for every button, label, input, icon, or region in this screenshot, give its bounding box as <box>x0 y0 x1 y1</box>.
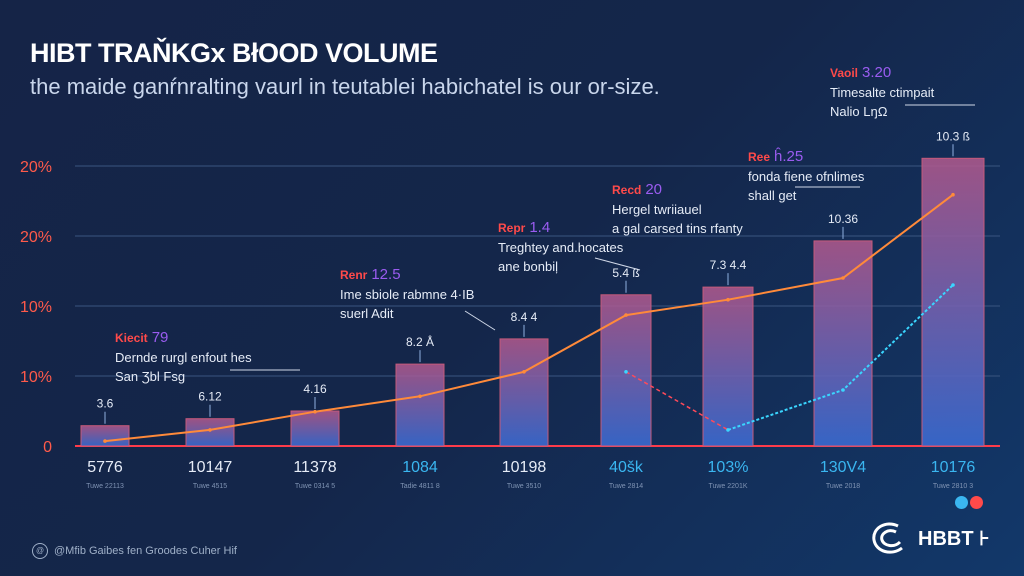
annotation-text: San Ʒbl Fsg <box>115 369 186 384</box>
bar <box>702 286 754 447</box>
annotation-value: 20 <box>645 181 663 198</box>
bar-value-label: 8.4 4 <box>511 310 538 324</box>
chart-subtitle: the maide ganŕnralting vaurl in teutable… <box>30 74 660 99</box>
x-tick-label: 40šk <box>609 459 644 476</box>
y-tick-label: 20% <box>20 229 52 246</box>
bar <box>499 338 549 447</box>
x-tick-label: 1084 <box>402 459 438 476</box>
annotation-value: 79 <box>151 329 169 346</box>
annotation-text: Nalio LŋΩ <box>830 104 888 119</box>
bar-value-label: 5.4 ß <box>612 266 639 280</box>
annotation-text: Treghtey and.hocates <box>498 240 624 255</box>
series-point <box>313 409 317 414</box>
x-tick-sublabel: Tuwe 2018 <box>826 483 860 490</box>
annotation: Kiecit 79 Dernde rurgl enfout hes San Ʒbl F… <box>115 328 252 386</box>
x-tick-label: 130V4 <box>820 459 866 476</box>
annotation-text: suerl Adit <box>340 306 394 321</box>
x-tick-sublabel: Tuwe 2810 3 <box>933 483 973 490</box>
bar-value-label: 4.16 <box>303 382 327 396</box>
annotation-text: Hergel twriiauel <box>612 202 702 217</box>
annotation-text: fonda fiene ofnlimes <box>748 169 865 184</box>
annotation-key: Ree <box>748 150 771 164</box>
x-tick-sublabel: Tuwe 2201K <box>708 483 747 490</box>
bar-value-label: 3.6 <box>97 397 114 411</box>
annotation-text: shall get <box>748 188 797 203</box>
annotation: Recd 20 Hergel twriiauel a gal carsed tins … <box>612 180 743 238</box>
x-tick-sublabel: Tuwe 2814 <box>609 483 643 490</box>
series-point <box>841 388 845 392</box>
x-tick-sublabel: Tuwe 0314 5 <box>295 483 335 490</box>
x-tick-sublabel: Tuwe 4515 <box>193 483 227 490</box>
bar-value-label: 7.3 4.4 <box>710 258 747 272</box>
bar <box>395 363 445 447</box>
x-tick-sublabel: Tadie 4811 8 <box>400 483 440 490</box>
x-tick-label: 103% <box>708 459 749 476</box>
copyright-icon: @ <box>32 543 48 559</box>
bar <box>921 157 985 447</box>
x-tick-label: 10176 <box>931 459 976 476</box>
series-point <box>726 297 730 302</box>
annotation-text: Ime sbiole rabmne 4·IB <box>340 287 475 302</box>
annotation-leader-line <box>464 310 496 331</box>
annotation: Repr 1.4 Treghtey and.hocates ane bonbiļ <box>498 218 623 276</box>
series-point <box>624 313 628 317</box>
annotation-value: 3.20 <box>862 64 892 81</box>
footer: @ @Mfib Gaibes fen Groodes Cuher Hif <box>32 543 237 559</box>
legend-dot-red <box>970 496 983 509</box>
y-tick-label: 10% <box>20 369 52 386</box>
x-tick-label: 11378 <box>293 459 336 476</box>
logo-text: HBBT ⊦ <box>918 527 990 550</box>
annotation-text: ane bonbiļ <box>498 259 558 274</box>
logo-icon <box>872 522 903 554</box>
series-point <box>624 370 628 374</box>
series-point <box>841 276 845 280</box>
annotation-key: Vaoil <box>830 66 859 80</box>
annotation-text: Timesalte ctimpait <box>830 85 935 100</box>
annotation-leader-line <box>594 257 641 271</box>
legend-dot-blue <box>955 496 968 509</box>
bar <box>813 240 873 447</box>
series-point <box>726 428 730 432</box>
bar <box>80 425 130 447</box>
bar-value-label: 8.2 Å <box>406 334 434 349</box>
x-tick-label: 10198 <box>502 459 547 476</box>
annotation-key: Kiecit <box>115 331 148 345</box>
legend-dots <box>955 496 983 509</box>
annotation: Renr 12.5 Ime sbiole rabmne 4·IB suerl Adit <box>340 265 474 323</box>
x-tick-sublabel: Tuwe 3510 <box>507 483 541 490</box>
annotation-key: Renr <box>340 268 368 282</box>
series-point <box>951 283 955 287</box>
y-tick-label: 0 <box>43 439 52 456</box>
series-point <box>522 370 526 374</box>
bar <box>290 410 340 447</box>
series-point <box>418 394 422 399</box>
series-point <box>208 428 212 432</box>
annotation-text: a gal carsed tins rfanty <box>612 221 743 236</box>
series-point <box>951 192 955 197</box>
annotation: Ree ĥ.25 fonda fiene ofnlimes shall get <box>748 147 864 205</box>
logo: HBBT ⊦ <box>868 520 990 556</box>
annotation-value: 1.4 <box>529 219 551 236</box>
annotation-value: ĥ.25 <box>774 148 804 165</box>
annotation: Vaoil 3.20 Timesalte ctimpait Nalio LŋΩ <box>830 63 934 121</box>
series-point <box>103 439 107 443</box>
annotation-value: 12.5 <box>371 266 401 283</box>
annotation-key: Recd <box>612 183 642 197</box>
bar-value-label: 6.12 <box>198 390 222 404</box>
bar-value-label: 10.3 ß <box>936 129 970 143</box>
footer-text: @Mfib Gaibes fen Groodes Cuher Hif <box>54 545 237 557</box>
x-tick-sublabel: Tuwe 22113 <box>86 483 124 490</box>
y-tick-label: 10% <box>20 299 52 316</box>
chart-title: HIBT TRAŇKGx BłOOD VOLUME <box>30 38 438 68</box>
x-tick-label: 5776 <box>87 459 123 476</box>
series-line-dashed <box>625 371 729 431</box>
bar-value-label: 10.36 <box>828 212 858 226</box>
y-tick-label: 20% <box>20 159 52 176</box>
x-tick-label: 10147 <box>188 459 233 476</box>
annotation-text: Dernde rurgl enfout hes <box>115 350 252 365</box>
annotation-key: Repr <box>498 221 526 235</box>
